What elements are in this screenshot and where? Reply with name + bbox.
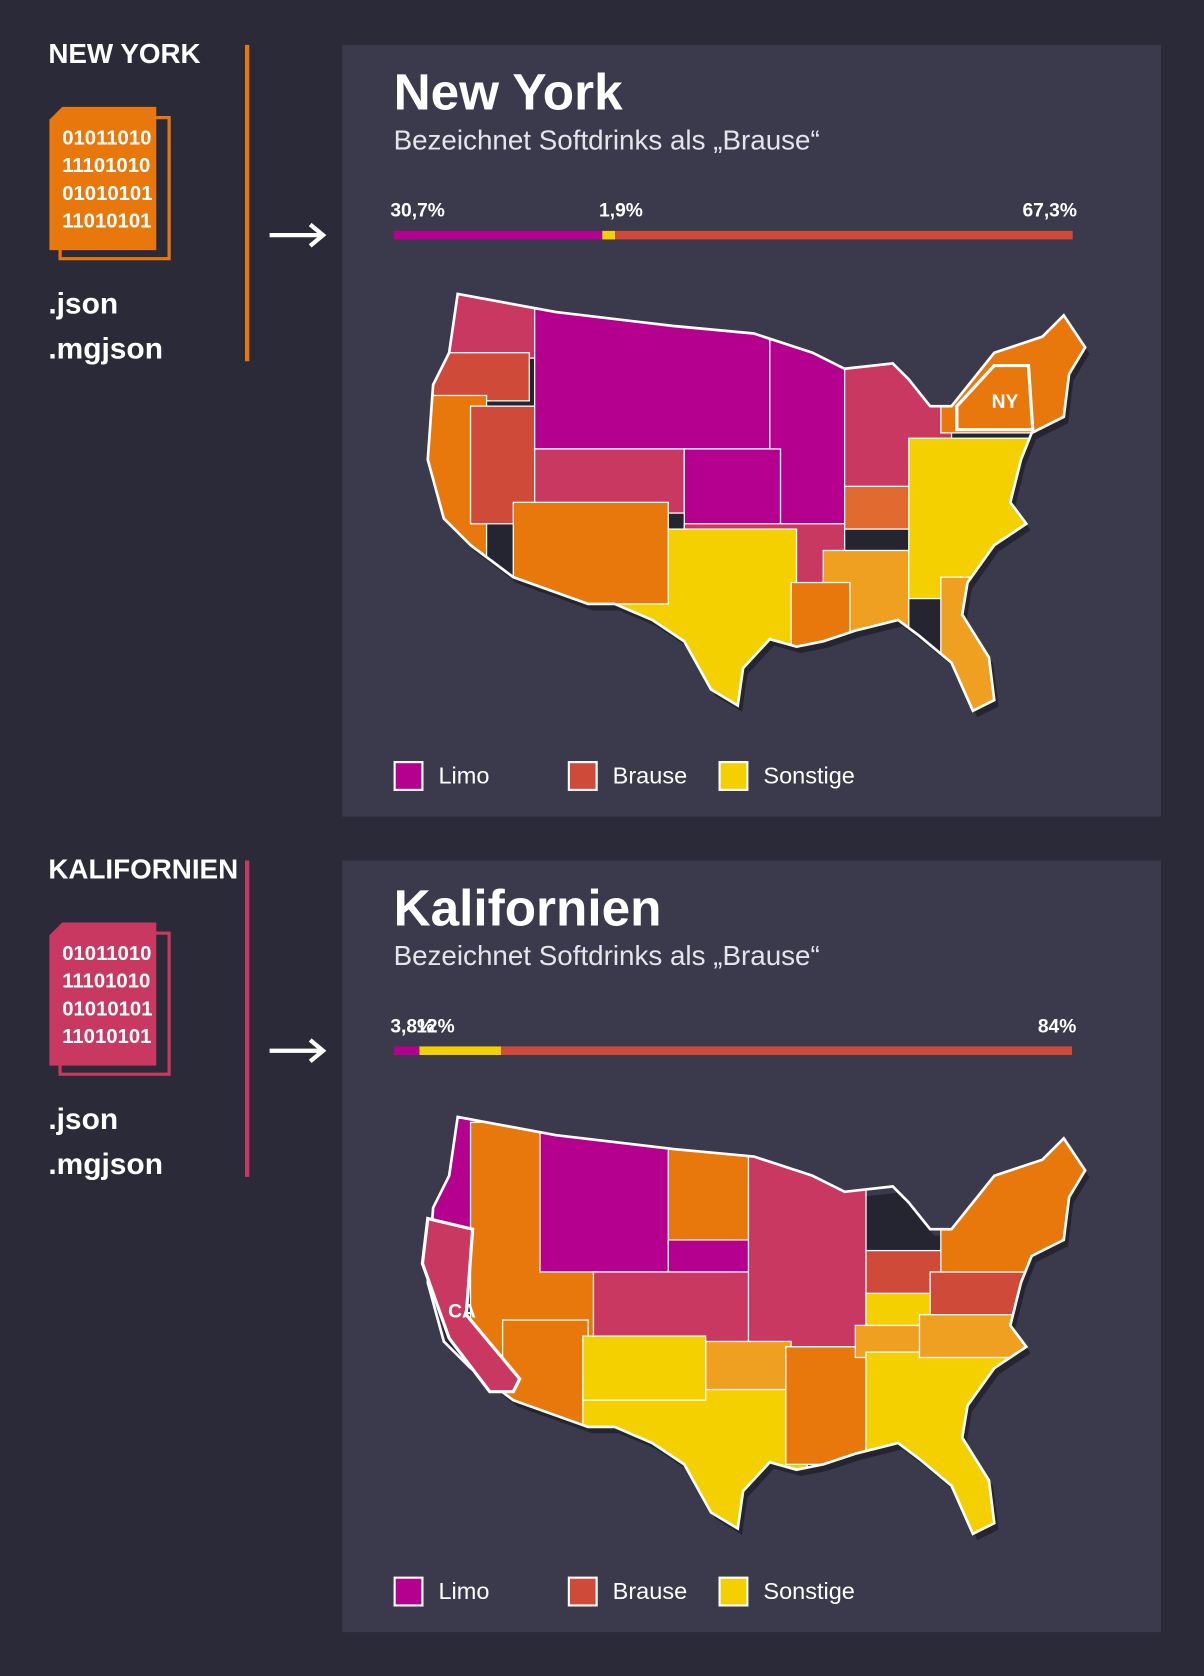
chart-subtitle: Bezeichnet Softdrinks als „Brause“ xyxy=(394,940,820,971)
value-label: 67,3% xyxy=(1022,201,1077,222)
binary-line: 11101010 xyxy=(62,155,150,177)
bar-segment xyxy=(419,1046,501,1055)
bar-segment xyxy=(602,230,616,240)
legend-label: Brause xyxy=(613,762,687,788)
chart-subtitle: Bezeichnet Softdrinks als „Brause“ xyxy=(394,125,820,156)
legend-swatch xyxy=(567,1576,598,1607)
bar-segment xyxy=(393,230,603,240)
state-label: NY xyxy=(992,392,1019,413)
state-label: CA xyxy=(448,1302,476,1323)
legend-swatch xyxy=(567,761,598,791)
file-label: NEW YORK xyxy=(48,38,200,69)
doc-icon xyxy=(49,922,157,1066)
legend-label: Sonstige xyxy=(763,762,854,788)
map-outline xyxy=(426,1115,1087,1536)
legend-label: Limo xyxy=(438,762,489,788)
file-extension: .mgjson xyxy=(48,1148,163,1181)
chart-title: Kalifornien xyxy=(394,879,662,936)
value-label: 12% xyxy=(416,1016,454,1037)
value-label: 1,9% xyxy=(599,201,643,222)
map-region xyxy=(582,1335,707,1401)
map-region xyxy=(918,1314,1027,1359)
chart-title: New York xyxy=(394,64,624,121)
file-label: KALIFORNIEN xyxy=(48,853,238,884)
map-outline xyxy=(426,292,1087,713)
legend-label: Limo xyxy=(438,1578,489,1604)
highlight-state xyxy=(420,1216,522,1394)
legend-swatch xyxy=(718,1576,749,1607)
arrow xyxy=(269,1038,327,1064)
legend-swatch xyxy=(393,761,424,791)
map-region xyxy=(427,352,530,402)
legend-swatch xyxy=(393,1576,424,1607)
map-region xyxy=(705,1340,792,1396)
binary-line: 11010101 xyxy=(62,211,151,233)
binary-line: 11010101 xyxy=(62,1026,151,1048)
legend-label: Brause xyxy=(613,1578,687,1604)
arrow xyxy=(269,222,327,248)
binary-line: 11101010 xyxy=(62,971,150,993)
value-label: 3,8% xyxy=(390,1016,434,1037)
value-label: 30,7% xyxy=(390,201,445,222)
bar-segment xyxy=(615,230,1073,240)
legend-swatch xyxy=(718,761,749,791)
bar-segment xyxy=(393,1046,420,1055)
map-region xyxy=(683,448,782,530)
binary-line: 01011010 xyxy=(62,943,151,965)
doc-icon xyxy=(49,106,157,251)
binary-line: 01011010 xyxy=(62,127,151,149)
file-extension: .json xyxy=(48,288,118,321)
bar-segment xyxy=(500,1046,1073,1055)
map-region xyxy=(785,1346,867,1466)
legend-label: Sonstige xyxy=(763,1578,854,1604)
file-extension: .mgjson xyxy=(48,332,163,365)
map-region xyxy=(667,1239,760,1278)
binary-line: 01010101 xyxy=(62,998,152,1020)
map-region xyxy=(469,405,536,525)
highlight-state xyxy=(955,363,1035,432)
binary-line: 01010101 xyxy=(62,183,152,205)
value-label: 84% xyxy=(1038,1016,1076,1037)
file-extension: .json xyxy=(48,1103,118,1136)
